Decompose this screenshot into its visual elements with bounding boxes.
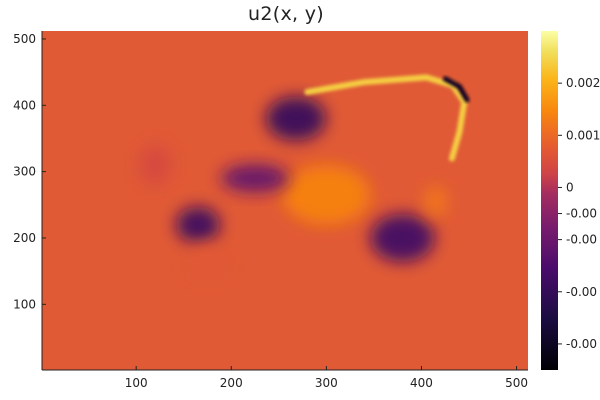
chart-title: u2(x, y): [248, 3, 324, 25]
colorbar-tick-label: 0.001: [566, 128, 600, 142]
x-tick-label: 500: [505, 376, 528, 390]
x-tick-label: 400: [410, 376, 433, 390]
y-tick-label: 400: [13, 98, 36, 112]
heatmap-blob: [370, 213, 435, 262]
heatmap-blob: [221, 164, 290, 193]
heatmap-blob: [423, 185, 448, 218]
colorbar-tick-label: -0.00: [566, 285, 597, 299]
colorbar-tick-label: -0.00: [566, 207, 597, 221]
colorbar-tick-label: -0.00: [566, 337, 597, 351]
x-tick-label: 300: [315, 376, 338, 390]
heatmap-blob: [175, 206, 220, 243]
x-tick-label: 100: [125, 376, 148, 390]
colorbar-tick-label: 0.002: [566, 76, 600, 90]
heatmap-blob: [282, 164, 371, 225]
y-tick-label: 500: [13, 32, 36, 46]
colorbar-tick-label: -0.00: [566, 233, 597, 247]
y-tick-label: 300: [13, 165, 36, 179]
x-ticks: 100 200 300 400 500: [125, 366, 528, 390]
x-tick-label: 200: [220, 376, 243, 390]
colorbar-ticks: -0.00 -0.00 -0.00 -0.00 0 0.001 0.002: [558, 76, 600, 351]
colorbar-tick-label: 0: [566, 180, 574, 194]
heatmap-blob: [139, 145, 172, 186]
heatmap-blob: [265, 96, 326, 141]
heatmap-blob: [185, 245, 230, 278]
heatmap-arc: [442, 76, 470, 103]
colorbar: [541, 31, 558, 370]
y-tick-label: 100: [13, 297, 36, 311]
heatmap-features: [139, 74, 470, 278]
y-ticks: 100 200 300 400 500: [13, 32, 46, 311]
y-tick-label: 200: [13, 231, 36, 245]
